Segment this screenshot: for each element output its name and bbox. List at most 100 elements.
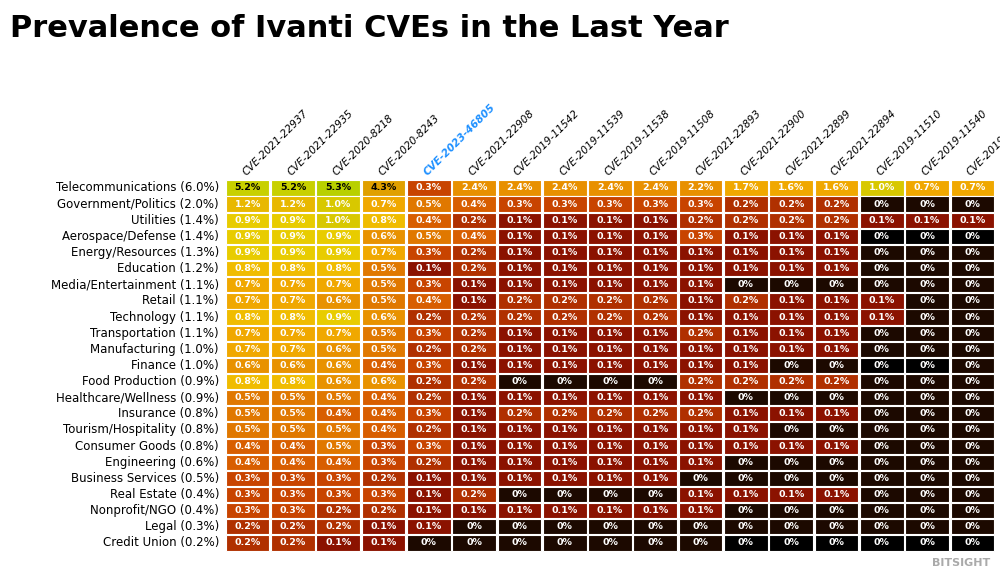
Bar xyxy=(543,519,587,534)
Bar xyxy=(362,293,405,308)
Bar xyxy=(905,261,949,276)
Bar xyxy=(226,503,269,518)
Bar xyxy=(452,196,496,212)
Bar xyxy=(815,212,858,228)
Bar xyxy=(362,471,405,486)
Text: 0.5%: 0.5% xyxy=(370,329,397,337)
Text: 0.5%: 0.5% xyxy=(416,200,442,208)
Text: 0.5%: 0.5% xyxy=(370,264,397,273)
Text: 0.2%: 0.2% xyxy=(687,216,714,225)
Text: 0.1%: 0.1% xyxy=(597,425,623,435)
Text: 0.1%: 0.1% xyxy=(552,474,578,483)
Bar xyxy=(951,277,994,292)
Bar xyxy=(815,309,858,325)
Bar xyxy=(588,358,632,373)
Bar xyxy=(271,325,315,341)
Text: 0%: 0% xyxy=(829,522,844,531)
Bar xyxy=(633,293,677,308)
Bar xyxy=(951,374,994,389)
Bar xyxy=(407,229,451,244)
Text: 0.2%: 0.2% xyxy=(823,377,850,386)
Text: 0%: 0% xyxy=(874,425,890,435)
Bar xyxy=(769,341,813,357)
Bar xyxy=(407,439,451,454)
Text: 0.1%: 0.1% xyxy=(642,345,668,354)
Text: 0%: 0% xyxy=(738,393,754,402)
Bar xyxy=(543,293,587,308)
Bar xyxy=(679,423,722,437)
Text: 0.1%: 0.1% xyxy=(733,264,759,273)
Text: Nonprofit/NGO (0.4%): Nonprofit/NGO (0.4%) xyxy=(90,504,219,517)
Text: 0.1%: 0.1% xyxy=(552,345,578,354)
Text: 0.1%: 0.1% xyxy=(552,264,578,273)
Bar xyxy=(815,261,858,276)
Text: 0.2%: 0.2% xyxy=(642,312,668,321)
Text: 1.0%: 1.0% xyxy=(325,216,351,225)
Text: 0.1%: 0.1% xyxy=(597,216,623,225)
Text: 0%: 0% xyxy=(919,232,935,241)
Bar xyxy=(271,245,315,260)
Text: 0.2%: 0.2% xyxy=(235,538,261,548)
Text: 0%: 0% xyxy=(738,538,754,548)
Bar xyxy=(362,325,405,341)
Bar xyxy=(452,212,496,228)
Text: Utilities (1.4%): Utilities (1.4%) xyxy=(131,214,219,227)
Text: 0.1%: 0.1% xyxy=(416,474,442,483)
Text: 0.6%: 0.6% xyxy=(325,296,351,305)
Bar xyxy=(724,325,768,341)
Bar xyxy=(452,487,496,502)
Text: 5.2%: 5.2% xyxy=(235,183,261,192)
Bar xyxy=(588,212,632,228)
Bar xyxy=(951,487,994,502)
Bar xyxy=(724,374,768,389)
Bar xyxy=(724,196,768,212)
Text: 0.7%: 0.7% xyxy=(959,183,985,192)
Text: 0.1%: 0.1% xyxy=(597,329,623,337)
Bar xyxy=(633,229,677,244)
Text: 0.4%: 0.4% xyxy=(461,232,487,241)
Text: 0.2%: 0.2% xyxy=(823,200,850,208)
Text: 0%: 0% xyxy=(919,345,935,354)
Text: Retail (1.1%): Retail (1.1%) xyxy=(143,295,219,307)
Text: 0%: 0% xyxy=(783,280,799,289)
Text: 0.9%: 0.9% xyxy=(325,248,351,257)
Text: 0.1%: 0.1% xyxy=(823,232,850,241)
Bar xyxy=(905,487,949,502)
Text: 0.9%: 0.9% xyxy=(325,232,351,241)
Text: 0.7%: 0.7% xyxy=(370,200,397,208)
Bar xyxy=(498,229,541,244)
Bar xyxy=(362,261,405,276)
Bar xyxy=(905,423,949,437)
Bar xyxy=(588,423,632,437)
Bar xyxy=(724,261,768,276)
Text: 0.4%: 0.4% xyxy=(370,425,397,435)
Bar xyxy=(362,439,405,454)
Bar xyxy=(905,180,949,195)
Bar xyxy=(588,519,632,534)
Text: 0.1%: 0.1% xyxy=(733,329,759,337)
Bar xyxy=(271,503,315,518)
Bar xyxy=(769,423,813,437)
Bar xyxy=(815,358,858,373)
Bar xyxy=(452,406,496,421)
Text: 0%: 0% xyxy=(874,377,890,386)
Bar xyxy=(815,487,858,502)
Bar xyxy=(905,455,949,470)
Text: 0.2%: 0.2% xyxy=(416,345,442,354)
Text: 0.3%: 0.3% xyxy=(688,200,714,208)
Bar xyxy=(543,390,587,405)
Bar xyxy=(679,325,722,341)
Text: 0.7%: 0.7% xyxy=(235,280,261,289)
Bar xyxy=(724,455,768,470)
Text: 0.1%: 0.1% xyxy=(687,458,714,467)
Bar xyxy=(724,439,768,454)
Text: 0.1%: 0.1% xyxy=(733,345,759,354)
Text: 0.7%: 0.7% xyxy=(235,296,261,305)
Bar xyxy=(498,309,541,325)
Text: 0%: 0% xyxy=(964,329,980,337)
Bar xyxy=(452,261,496,276)
Bar xyxy=(271,455,315,470)
Bar xyxy=(407,180,451,195)
Text: 0.2%: 0.2% xyxy=(325,506,351,515)
Text: 0.6%: 0.6% xyxy=(325,361,351,370)
